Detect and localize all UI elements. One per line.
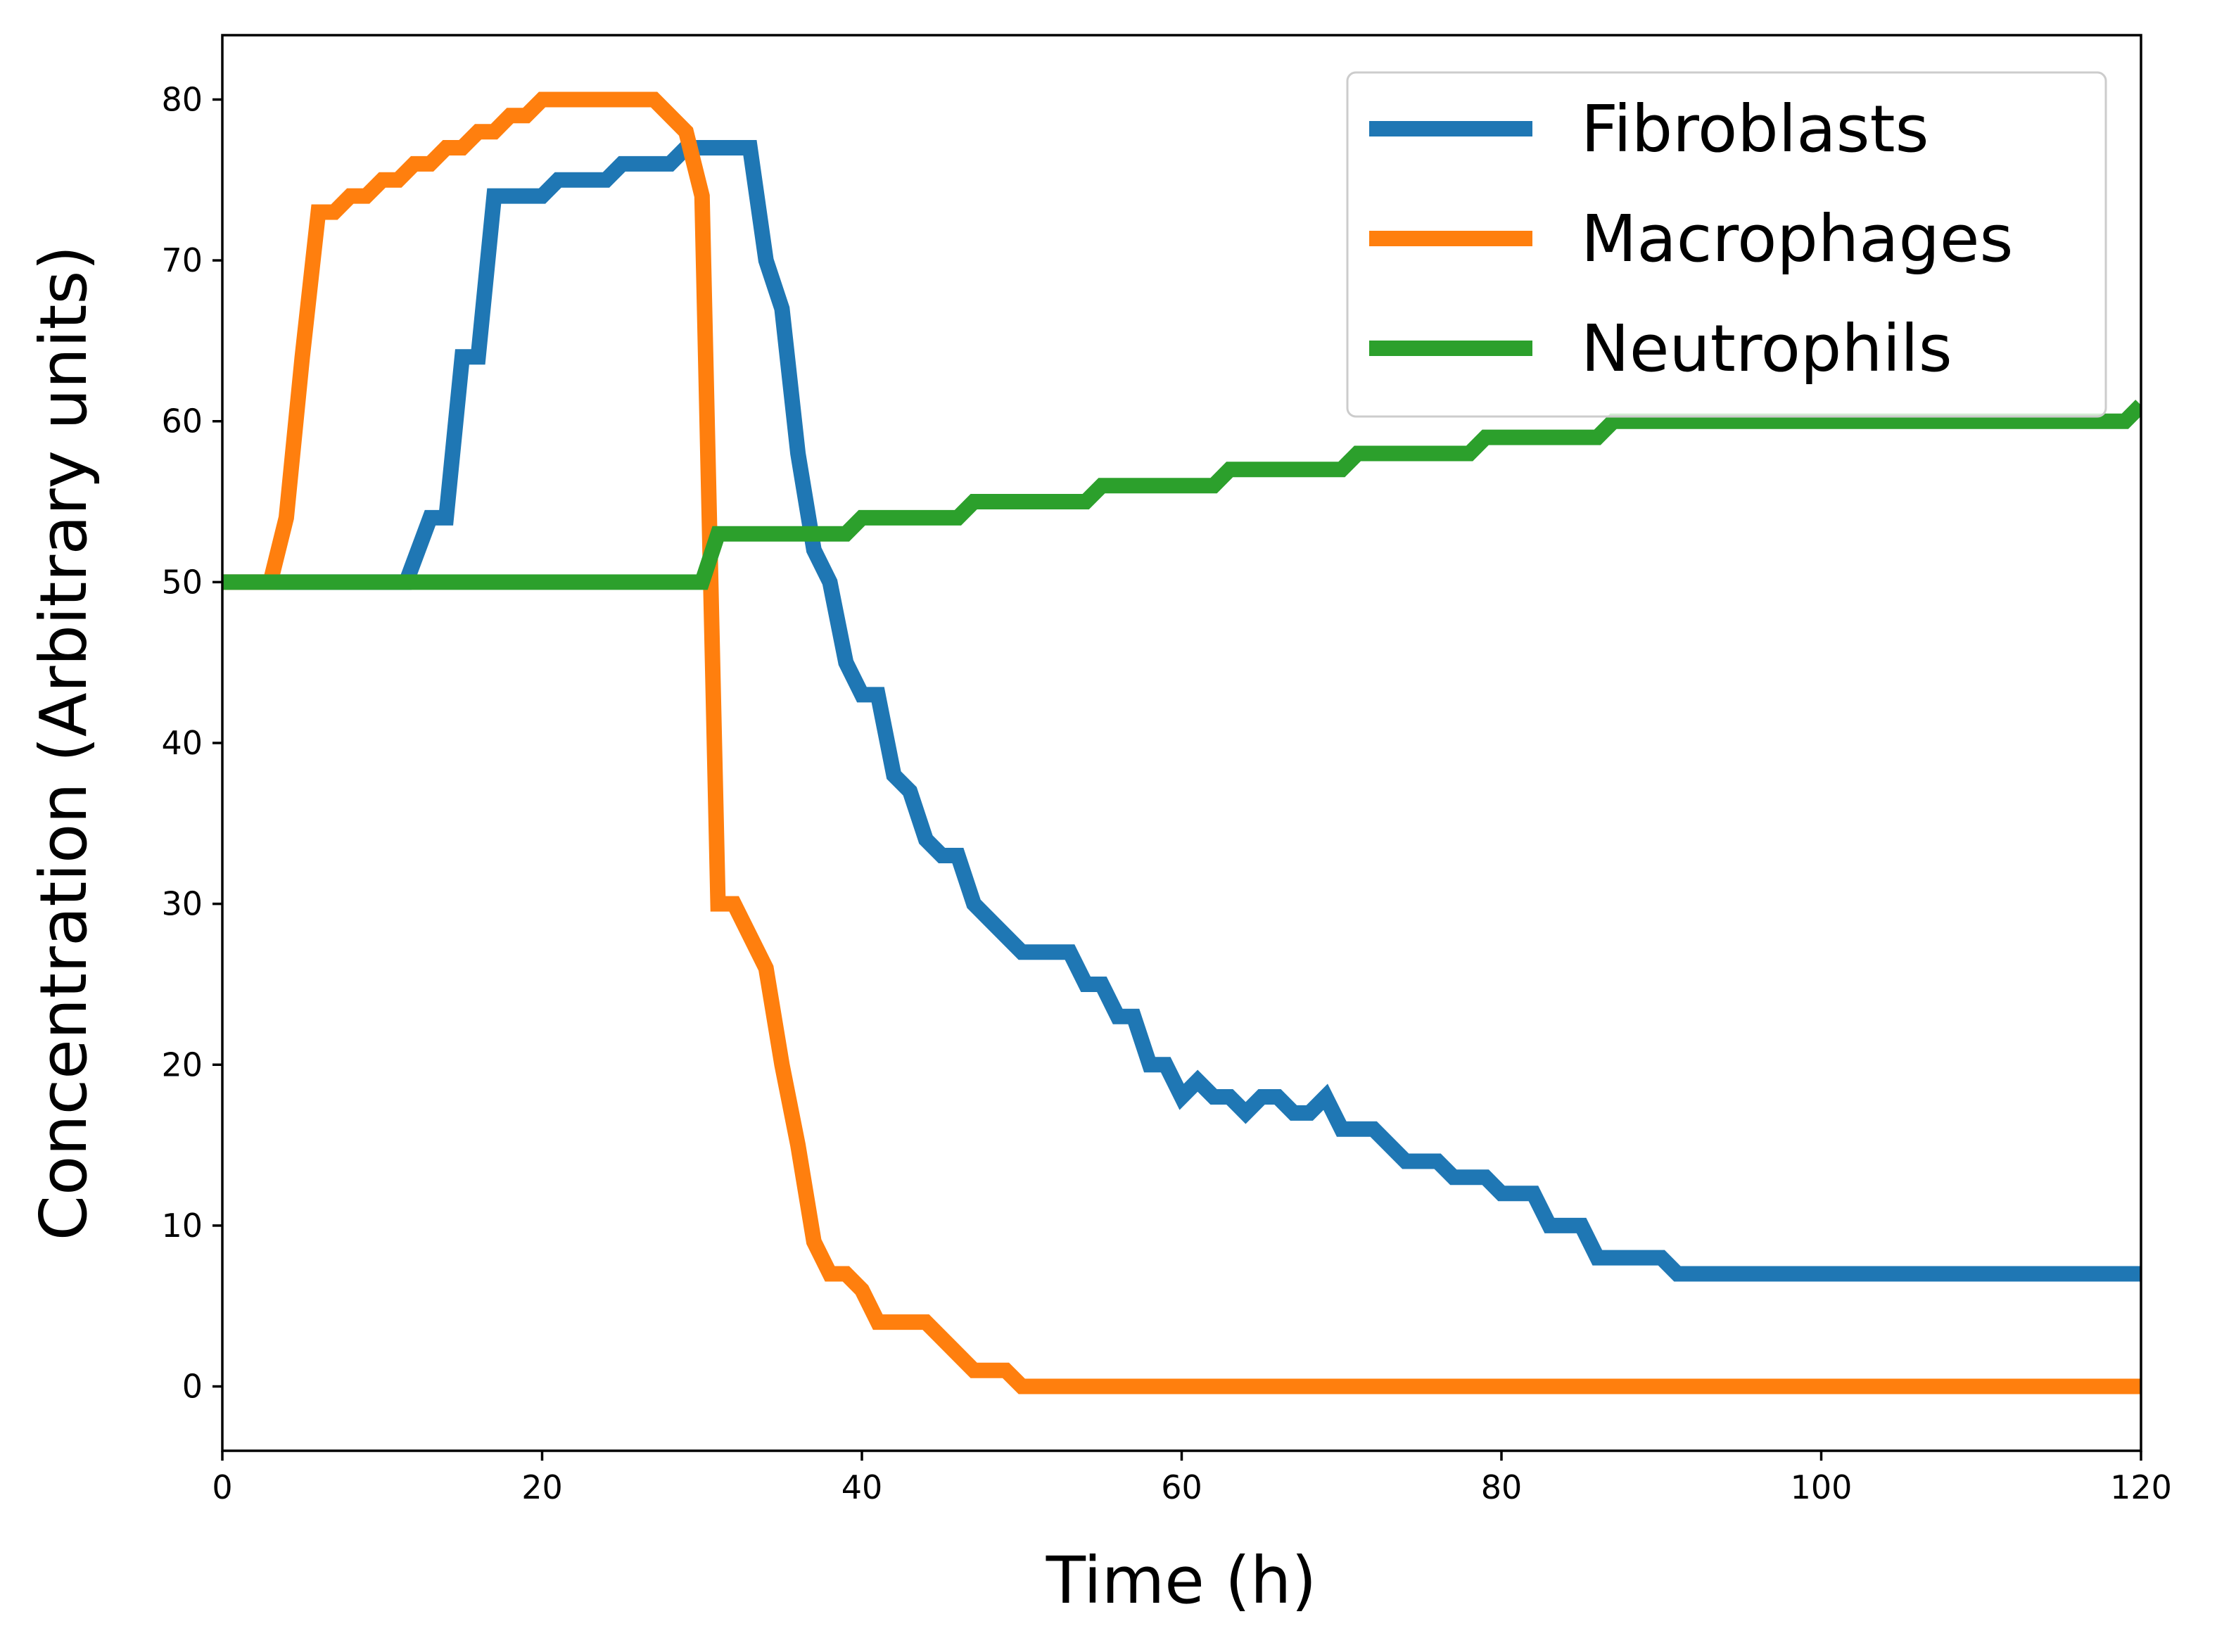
x-tick-label: 60 (1161, 1468, 1202, 1506)
y-tick-label: 60 (161, 402, 203, 440)
legend-box (1346, 71, 2107, 418)
legend: Fibroblasts Macrophages Neutrophils (1346, 71, 2107, 418)
y-tick-label: 70 (161, 241, 203, 279)
x-axis-label: Time (h) (1046, 1543, 1317, 1618)
series-line-macrophages (222, 91, 2141, 1394)
y-axis-label: Concentration (Arbitrary units) (26, 246, 101, 1241)
y-tick-label: 80 (161, 80, 203, 118)
y-tick-label: 30 (161, 885, 203, 923)
y-tick-label: 0 (182, 1368, 203, 1406)
series-line-fibroblasts (222, 140, 2141, 1282)
legend-label-macrophages: Macrophages (1581, 201, 2013, 277)
x-tick-label: 100 (1791, 1468, 1853, 1506)
y-tick-label: 20 (161, 1046, 203, 1084)
legend-label-fibroblasts: Fibroblasts (1581, 91, 1929, 167)
y-tick-label: 10 (161, 1207, 203, 1245)
y-tick-label: 50 (161, 563, 203, 601)
x-tick-label: 120 (2110, 1468, 2172, 1506)
x-tick-label: 20 (521, 1468, 563, 1506)
y-tick-label: 40 (161, 724, 203, 762)
legend-label-neutrophils: Neutrophils (1581, 311, 1952, 386)
x-tick-label: 80 (1481, 1468, 1523, 1506)
y-axis-ticks: 0 10 20 30 40 50 60 70 80 (161, 80, 222, 1406)
series-line-neutrophils (222, 400, 2141, 590)
x-tick-label: 40 (841, 1468, 883, 1506)
x-axis-ticks: 0 20 40 60 80 100 120 (212, 1451, 2172, 1506)
x-tick-label: 0 (212, 1468, 232, 1506)
series-layer (222, 91, 2141, 1394)
